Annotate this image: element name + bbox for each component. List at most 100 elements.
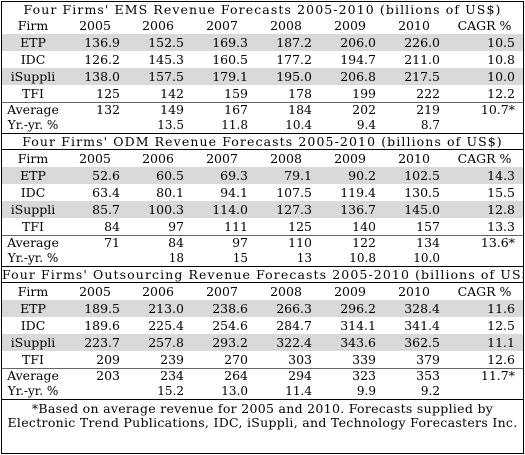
table-row-cell: 157 <box>416 219 440 234</box>
table-row-cell: 239 <box>160 352 184 367</box>
table-row-cell: 343.6 <box>340 335 376 350</box>
table-row-cell: 100.3 <box>148 202 184 217</box>
table-row-cell: 145.0 <box>404 202 440 217</box>
yoy-row-cell: 10.0 <box>413 252 440 265</box>
header-row-cell: 2005 <box>79 151 111 166</box>
header-row-cell: 2005 <box>79 284 111 299</box>
header-row-cell: Firm <box>17 284 49 299</box>
table-row: iSuppli 85.7 100.3 114.0 127.3 136.7 145.0 12.8 <box>2 201 523 218</box>
average-row-cell: 167 <box>224 103 248 117</box>
table-row: TFI 125 142 159 178 199 222 12.2 <box>2 85 523 102</box>
average-row-cell: 122 <box>352 236 376 250</box>
table-row-cell: 10.8 <box>487 52 515 67</box>
average-row-cell: 10.7* <box>480 103 515 117</box>
yoy-row-cell <box>446 252 523 266</box>
table-row-cell: 194.7 <box>340 52 376 67</box>
table-row: ETP 189.5 213.0 238.6 266.3 296.2 328.4 11.6 <box>2 300 523 317</box>
yoy-row-cell <box>446 119 523 133</box>
table-row-cell: 79.1 <box>284 168 312 183</box>
table-row-cell: 119.4 <box>340 185 376 200</box>
header-row-cell: 2009 <box>334 151 366 166</box>
table-row-cell: 107.5 <box>276 185 312 200</box>
section-title: Four Firms' EMS Revenue Forecasts 2005-2… <box>23 2 502 17</box>
table-row-cell: 362.5 <box>404 335 440 350</box>
yoy-row: Yr.-yr. % 13.5 11.8 10.4 9.4 8.7 <box>2 119 523 133</box>
table-row-cell: 160.5 <box>212 52 248 67</box>
table-row-cell: 187.2 <box>276 35 312 50</box>
table-row-cell: 140 <box>352 219 376 234</box>
table-row-cell: 125 <box>96 86 120 101</box>
header-row: Firm 2005 2006 2007 2008 2009 2010 CAGR % <box>2 282 523 300</box>
footnote: *Based on average revenue for 2005 and 2… <box>2 400 523 430</box>
yoy-row-cell: 10.8 <box>349 252 376 265</box>
header-row-cell: 2007 <box>206 284 238 299</box>
table-row-cell: TFI <box>22 219 44 234</box>
average-row-cell: 84 <box>168 236 184 250</box>
average-row-cell: 353 <box>416 369 440 383</box>
table-row-cell: 14.3 <box>487 168 515 183</box>
table-row-cell: 125 <box>288 219 312 234</box>
header-row-cell: CAGR % <box>457 18 512 33</box>
header-row-cell: 2006 <box>142 284 174 299</box>
yoy-row-cell: 11.8 <box>221 119 248 132</box>
forecast-section: Four Firms' Outsourcing Revenue Forecast… <box>2 267 523 400</box>
average-row: Average 71 84 97 110 122 134 13.6* <box>2 235 523 252</box>
section-title: Four Firms' ODM Revenue Forecasts 2005-2… <box>22 134 503 149</box>
yoy-row-cell: Yr.-yr. % <box>7 252 59 265</box>
header-row-cell: Firm <box>17 151 49 166</box>
yoy-row-cell: 9.9 <box>356 385 376 398</box>
table-row-cell: 217.5 <box>404 69 440 84</box>
header-row-cell: 2010 <box>398 284 430 299</box>
table-row-cell: TFI <box>22 352 44 367</box>
average-row-cell: Average <box>7 369 59 383</box>
average-row-cell: 71 <box>104 236 120 250</box>
yoy-row-cell <box>64 252 126 266</box>
table-row: IDC 63.4 80.1 94.1 107.5 119.4 130.5 15.5 <box>2 184 523 201</box>
yoy-row-cell: 10.4 <box>285 119 312 132</box>
yoy-row: Yr.-yr. % 18 15 13 10.8 10.0 <box>2 252 523 266</box>
table-row-cell: 60.5 <box>156 168 184 183</box>
header-row-cell: 2007 <box>206 18 238 33</box>
header-row-cell: CAGR % <box>457 284 512 299</box>
table-row-cell: 223.7 <box>84 335 120 350</box>
table-row-cell: 126.2 <box>84 52 120 67</box>
table-row-cell: 127.3 <box>276 202 312 217</box>
table-row: iSuppli 223.7 257.8 293.2 322.4 343.6 362.5 11.… <box>2 334 523 351</box>
table-row-cell: 339 <box>352 352 376 367</box>
header-row-cell: Firm <box>17 18 49 33</box>
average-row-cell: 132 <box>96 103 120 117</box>
table-row-cell: 114.0 <box>212 202 248 217</box>
table-row-cell: 177.2 <box>276 52 312 67</box>
table-row-cell: IDC <box>20 52 46 67</box>
table-row-cell: 102.5 <box>404 168 440 183</box>
table-row-cell: 85.7 <box>92 202 120 217</box>
table-row-cell: TFI <box>22 86 44 101</box>
table-row-cell: 90.2 <box>348 168 376 183</box>
yoy-row-cell <box>64 119 126 133</box>
table-row-cell: ETP <box>20 35 46 50</box>
header-row-cell: 2009 <box>334 284 366 299</box>
table-row-cell: 189.6 <box>84 318 120 333</box>
section-title: Four Firms' Outsourcing Revenue Forecast… <box>2 267 523 282</box>
table-row-cell: 284.7 <box>276 318 312 333</box>
table-row-cell: 199 <box>352 86 376 101</box>
table-row-cell: 13.3 <box>487 219 515 234</box>
table-row: IDC 126.2 145.3 160.5 177.2 194.7 211.0 10.8 <box>2 51 523 68</box>
yoy-row-cell: 9.2 <box>420 385 440 398</box>
table-row-cell: 84 <box>104 219 120 234</box>
table-row-cell: 226.0 <box>404 35 440 50</box>
footnote-line: Electronic Trend Publications, IDC, iSup… <box>7 415 518 430</box>
yoy-row-cell: 18 <box>168 252 184 265</box>
table-row-cell: 195.0 <box>276 69 312 84</box>
table-row: TFI 209 239 270 303 339 379 12.6 <box>2 351 523 368</box>
yoy-row-cell: 13.5 <box>157 119 184 132</box>
yoy-row-cell: Yr.-yr. % <box>7 119 59 132</box>
table-row-cell: 69.3 <box>220 168 248 183</box>
table-row-cell: 238.6 <box>212 301 248 316</box>
table-row: ETP 136.9 152.5 169.3 187.2 206.0 226.0 10.5 <box>2 34 523 51</box>
header-row-cell: 2007 <box>206 151 238 166</box>
average-row: Average 132 149 167 184 202 219 10.7* <box>2 102 523 119</box>
table-row-cell: 111 <box>224 219 248 234</box>
yoy-row-cell: 15.2 <box>157 385 184 398</box>
